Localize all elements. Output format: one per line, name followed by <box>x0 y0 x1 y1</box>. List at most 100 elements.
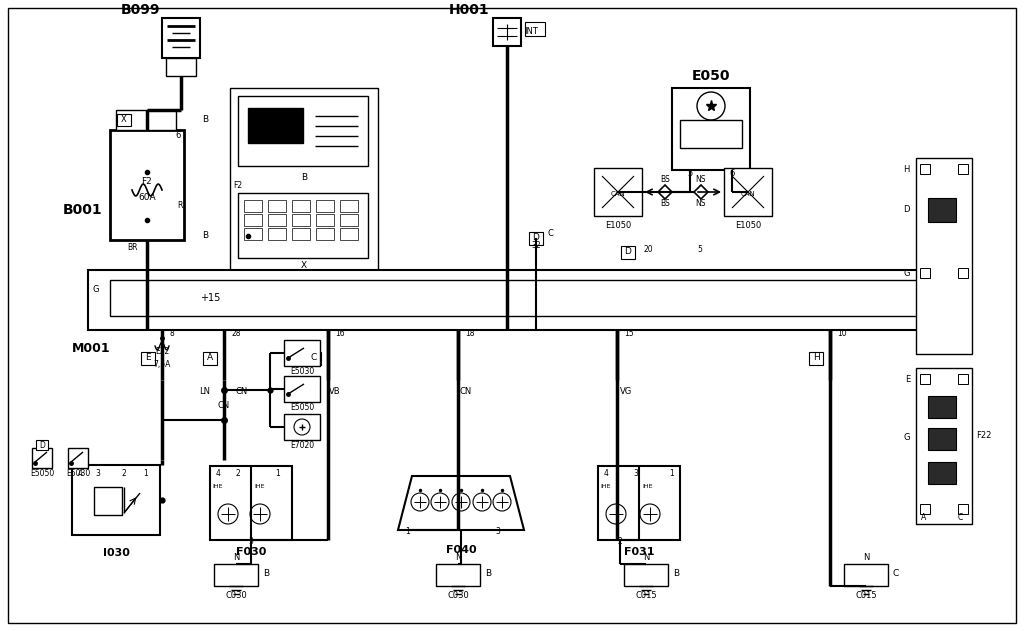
Text: C: C <box>311 353 317 362</box>
Bar <box>529 232 543 244</box>
Text: 3: 3 <box>249 538 253 546</box>
Bar <box>916 368 972 524</box>
Bar <box>110 280 928 316</box>
Text: 1: 1 <box>143 468 148 478</box>
Text: E7020: E7020 <box>290 442 314 451</box>
Bar <box>94 487 122 515</box>
Text: 18: 18 <box>465 329 474 338</box>
Text: B: B <box>301 174 307 182</box>
Bar <box>238 193 368 258</box>
Bar <box>724 168 772 216</box>
Bar <box>32 448 52 468</box>
Bar <box>340 200 358 212</box>
Text: VG: VG <box>620 387 632 396</box>
Text: B099: B099 <box>121 3 160 17</box>
Bar <box>284 414 319 440</box>
Text: 4: 4 <box>78 468 83 478</box>
Text: G: G <box>93 285 99 295</box>
Bar <box>928 428 956 450</box>
Text: E050: E050 <box>692 69 730 83</box>
Bar <box>920 374 930 384</box>
Bar <box>72 465 160 535</box>
Text: C015: C015 <box>635 591 656 601</box>
Text: 2: 2 <box>122 468 126 478</box>
Bar <box>307 351 321 365</box>
Text: 1: 1 <box>275 469 281 478</box>
Text: F030: F030 <box>236 547 266 557</box>
Bar <box>958 504 968 514</box>
Text: E5050: E5050 <box>30 469 54 478</box>
Bar <box>928 462 956 484</box>
Bar <box>844 564 888 586</box>
Bar <box>928 198 956 222</box>
Text: 3: 3 <box>634 469 638 478</box>
Text: B: B <box>263 570 269 579</box>
Text: E: E <box>905 375 910 384</box>
Text: 32: 32 <box>531 242 541 251</box>
Bar <box>88 270 943 330</box>
Text: 1: 1 <box>670 469 675 478</box>
Text: C015: C015 <box>855 591 877 601</box>
Text: R: R <box>177 201 182 209</box>
Bar <box>316 214 334 226</box>
Text: F2: F2 <box>233 182 242 191</box>
Text: E22: E22 <box>155 348 169 357</box>
Text: 28: 28 <box>231 329 241 338</box>
Text: E1050: E1050 <box>735 221 761 230</box>
Bar <box>340 214 358 226</box>
Text: 6: 6 <box>729 170 734 179</box>
Text: VB: VB <box>329 387 341 396</box>
Bar <box>928 396 956 418</box>
Bar <box>598 466 680 540</box>
Text: 3: 3 <box>95 468 100 478</box>
Text: C: C <box>957 514 963 522</box>
Text: 16: 16 <box>335 329 345 338</box>
Bar <box>244 214 262 226</box>
Text: E1050: E1050 <box>605 221 631 230</box>
Bar <box>594 168 642 216</box>
Text: CN: CN <box>236 387 248 396</box>
Text: INT: INT <box>524 28 538 37</box>
Bar <box>68 448 88 468</box>
Text: M001: M001 <box>72 341 111 355</box>
Bar <box>920 164 930 174</box>
Text: C: C <box>548 230 554 239</box>
Text: IHE: IHE <box>213 483 223 488</box>
Text: C: C <box>893 570 899 579</box>
Text: C030: C030 <box>447 591 469 601</box>
Bar <box>292 200 310 212</box>
Text: 10: 10 <box>837 329 847 338</box>
Text: 6: 6 <box>175 131 180 141</box>
Text: B: B <box>673 570 679 579</box>
Text: F2: F2 <box>141 177 153 187</box>
Bar <box>238 96 368 166</box>
Text: D: D <box>532 233 540 242</box>
Bar <box>493 18 521 46</box>
Bar <box>316 228 334 240</box>
Text: F22: F22 <box>976 432 991 440</box>
Text: X: X <box>121 115 127 124</box>
Bar <box>920 268 930 278</box>
Bar <box>292 228 310 240</box>
Text: 7,5A: 7,5A <box>154 360 171 369</box>
Bar <box>248 108 303 143</box>
Text: NS: NS <box>695 175 707 184</box>
Bar <box>340 228 358 240</box>
Text: CN: CN <box>460 387 472 396</box>
Text: H001: H001 <box>449 3 489 17</box>
Text: B: B <box>485 570 492 579</box>
Text: B: B <box>202 115 208 124</box>
Bar <box>292 214 310 226</box>
Bar <box>203 351 217 365</box>
Bar <box>244 200 262 212</box>
Text: D: D <box>903 206 910 215</box>
Text: C030: C030 <box>225 591 247 601</box>
Text: CAN: CAN <box>610 191 626 197</box>
Bar <box>214 564 258 586</box>
Bar <box>162 18 200 58</box>
Text: 5: 5 <box>687 170 692 179</box>
Text: BS: BS <box>660 199 670 208</box>
Bar <box>210 466 292 540</box>
Text: B: B <box>202 232 208 240</box>
Text: A: A <box>207 353 213 362</box>
